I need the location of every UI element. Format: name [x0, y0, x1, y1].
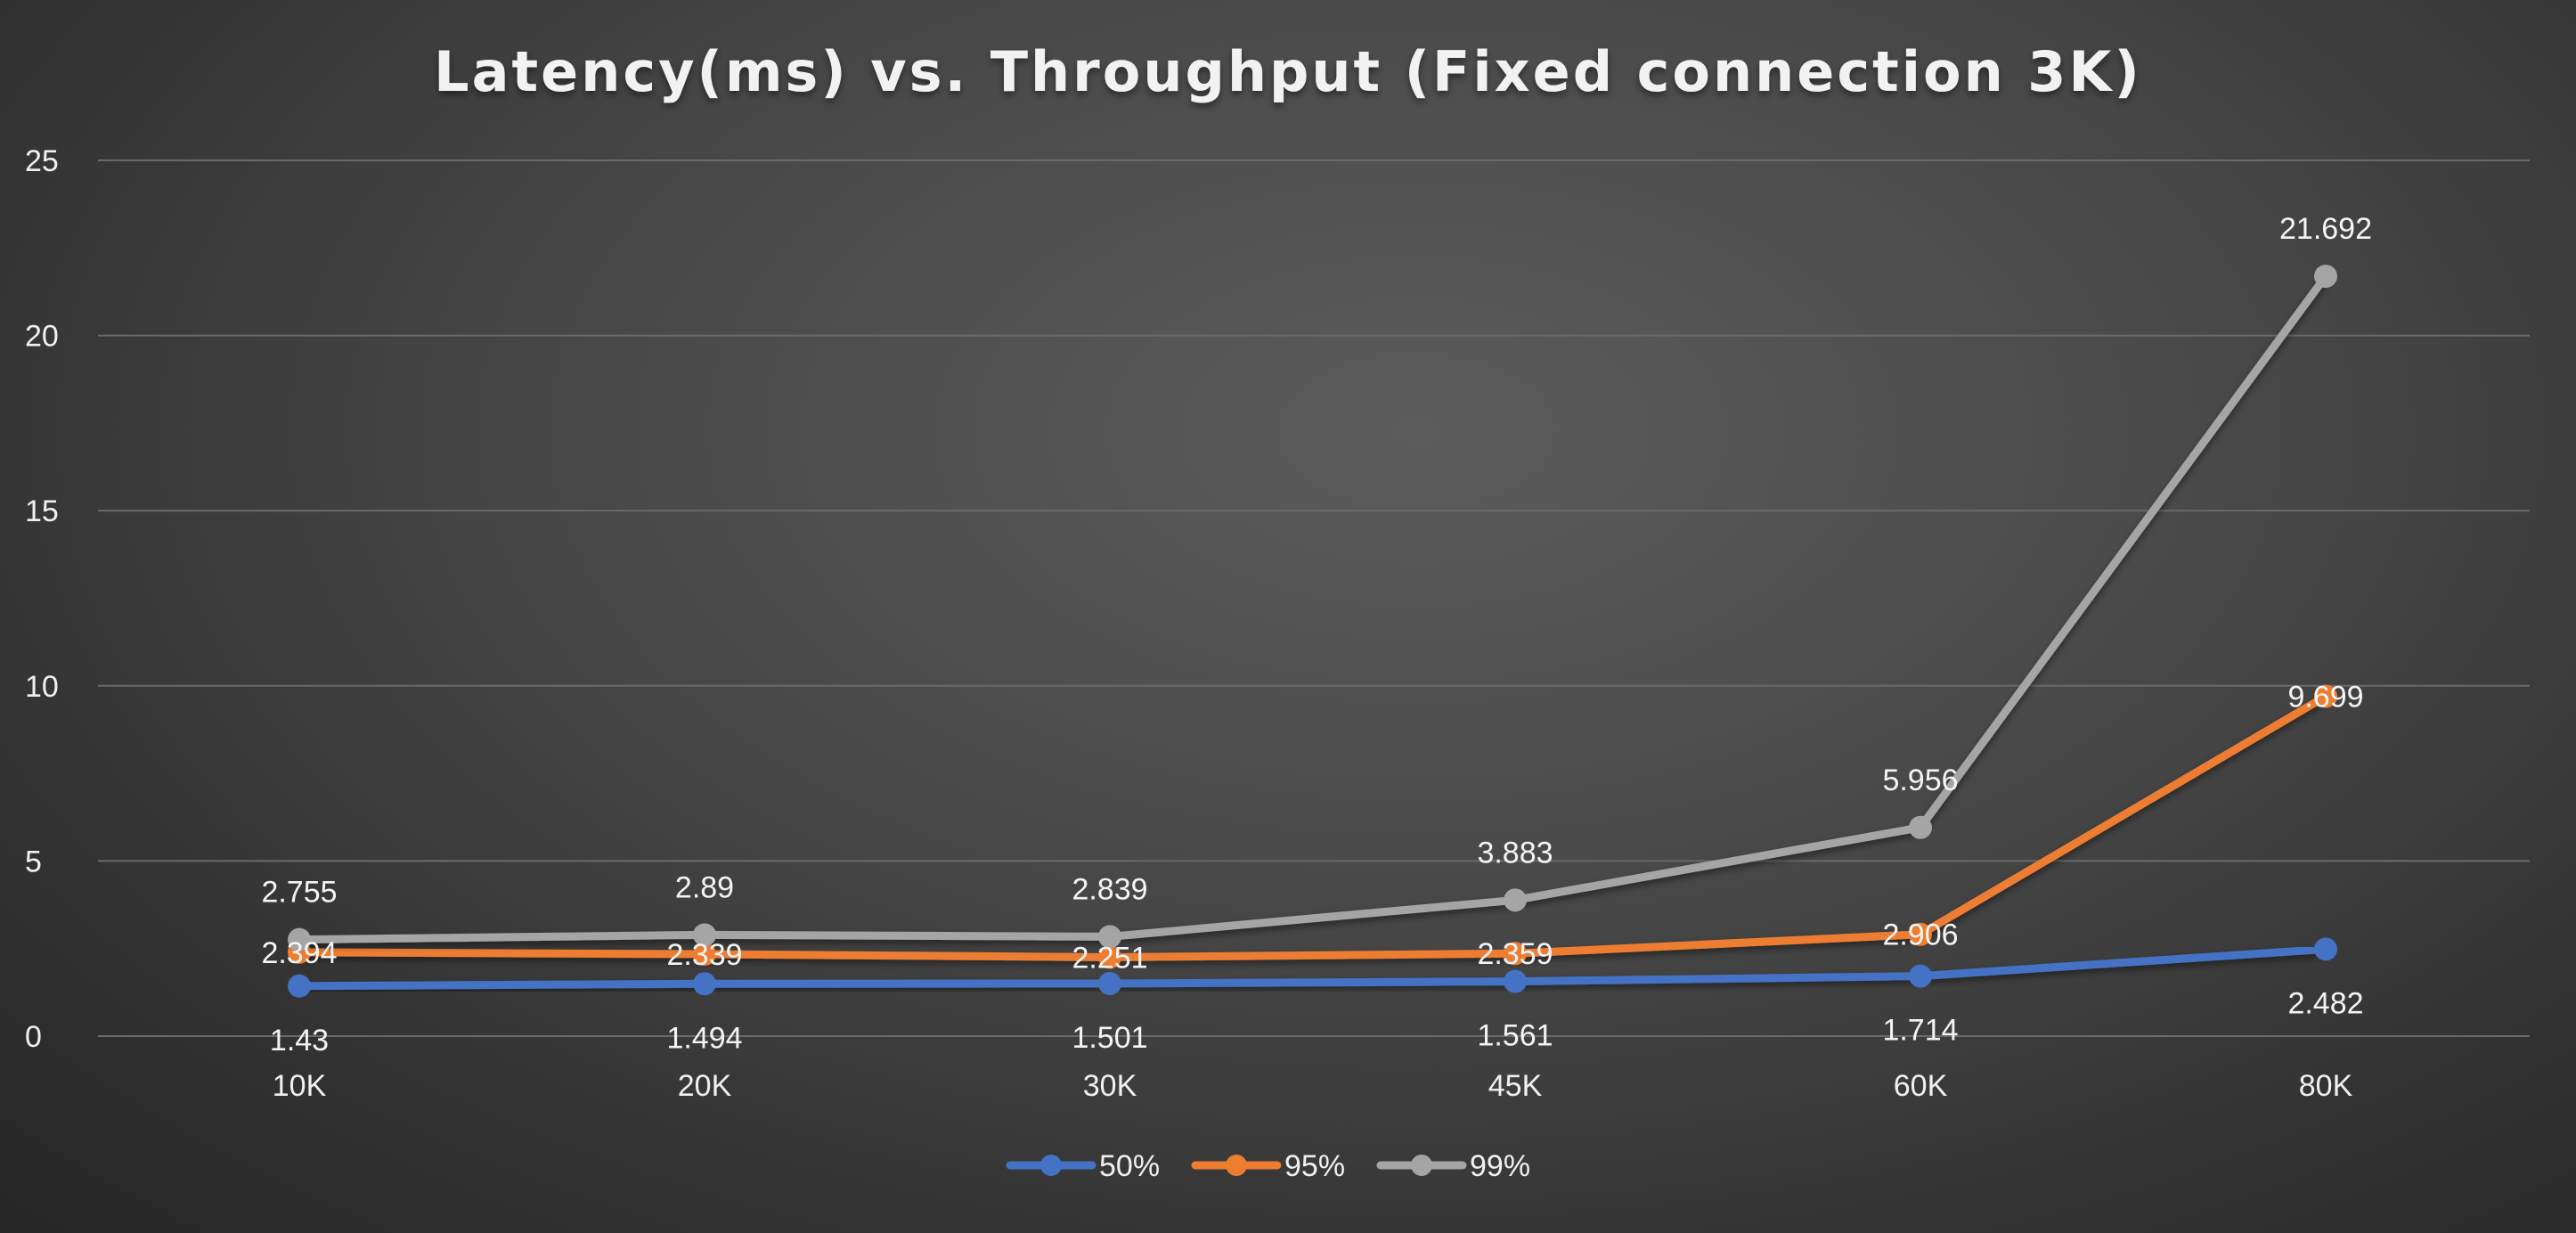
data-label: 9.699	[2287, 681, 2363, 714]
series-0	[288, 937, 2337, 998]
data-point	[1098, 945, 1121, 969]
series-1	[288, 684, 2337, 969]
series-line	[295, 692, 2330, 961]
data-point	[1098, 971, 1121, 995]
data-label: 1.714	[1882, 1014, 1958, 1048]
data-label: 3.883	[1477, 836, 1553, 870]
y-tick-label: 10	[25, 670, 59, 704]
data-point	[1909, 815, 1932, 839]
data-point	[1909, 922, 1932, 946]
data-point	[288, 974, 311, 998]
data-label: 2.251	[1072, 941, 1147, 975]
series-2	[288, 265, 2337, 951]
data-label: 5.956	[1882, 763, 1958, 797]
data-label: 2.339	[666, 938, 742, 972]
data-label: 1.561	[1477, 1019, 1553, 1053]
y-tick-label: 5	[25, 845, 42, 878]
legend-item[interactable]: 95%	[1191, 1149, 1345, 1183]
series-line	[295, 272, 2330, 944]
legend-swatch-marker	[1226, 1155, 1247, 1176]
data-point	[1504, 942, 1527, 966]
data-label: 2.89	[675, 870, 734, 904]
data-point	[2314, 937, 2337, 961]
data-label: 1.43	[270, 1024, 329, 1057]
x-tick-label: 20K	[678, 1069, 732, 1103]
legend-label: 50%	[1099, 1149, 1160, 1183]
data-point	[1504, 969, 1527, 993]
data-point	[693, 923, 716, 947]
data-point	[693, 943, 716, 967]
legend-swatch-marker	[1040, 1155, 1062, 1176]
legend-swatch-marker	[1411, 1155, 1432, 1176]
legend-item[interactable]: 50%	[1006, 1149, 1160, 1183]
data-point	[1098, 925, 1121, 949]
data-label: 2.482	[2287, 986, 2363, 1020]
legend: 50% 95% 99%	[1006, 1149, 1530, 1183]
series-line	[295, 944, 2330, 991]
series-lines	[288, 265, 2337, 998]
gridlines	[98, 159, 2530, 1037]
data-point	[2314, 265, 2337, 289]
data-label: 1.501	[1072, 1021, 1147, 1055]
data-label: 21.692	[2279, 212, 2372, 246]
data-point	[693, 972, 716, 996]
chart-title: Latency(ms) vs. Throughput (Fixed connec…	[434, 39, 2142, 104]
data-label: 2.755	[261, 876, 337, 910]
x-tick-label: 10K	[273, 1069, 327, 1103]
y-tick-label: 20	[25, 320, 59, 354]
data-label: 2.839	[1072, 872, 1147, 906]
data-point	[2314, 684, 2337, 708]
data-point	[1504, 888, 1527, 912]
y-axis-ticks: 0 5 10 15 20 25	[25, 144, 59, 1054]
x-tick-label: 80K	[2299, 1069, 2353, 1103]
data-point	[1909, 964, 1932, 988]
data-label: 2.359	[1477, 937, 1553, 971]
data-label: 1.494	[666, 1021, 742, 1055]
y-tick-label: 0	[25, 1020, 42, 1054]
legend-label: 99%	[1470, 1149, 1530, 1183]
data-labels: 1.43 1.494 1.501 1.561 1.714 2.482 2.394 2.339 2…	[261, 212, 2372, 1057]
x-axis-ticks: 10K 20K 30K 45K 60K 80K	[273, 1069, 2353, 1103]
x-tick-label: 60K	[1894, 1069, 1948, 1103]
y-tick-label: 25	[25, 144, 59, 178]
data-point	[288, 927, 311, 951]
data-label: 2.394	[261, 936, 337, 970]
x-tick-label: 45K	[1488, 1069, 1543, 1103]
legend-item[interactable]: 99%	[1376, 1149, 1530, 1183]
y-tick-label: 15	[25, 494, 59, 528]
legend-label: 95%	[1284, 1149, 1345, 1183]
x-tick-label: 30K	[1083, 1069, 1137, 1103]
data-label: 2.906	[1882, 919, 1958, 952]
